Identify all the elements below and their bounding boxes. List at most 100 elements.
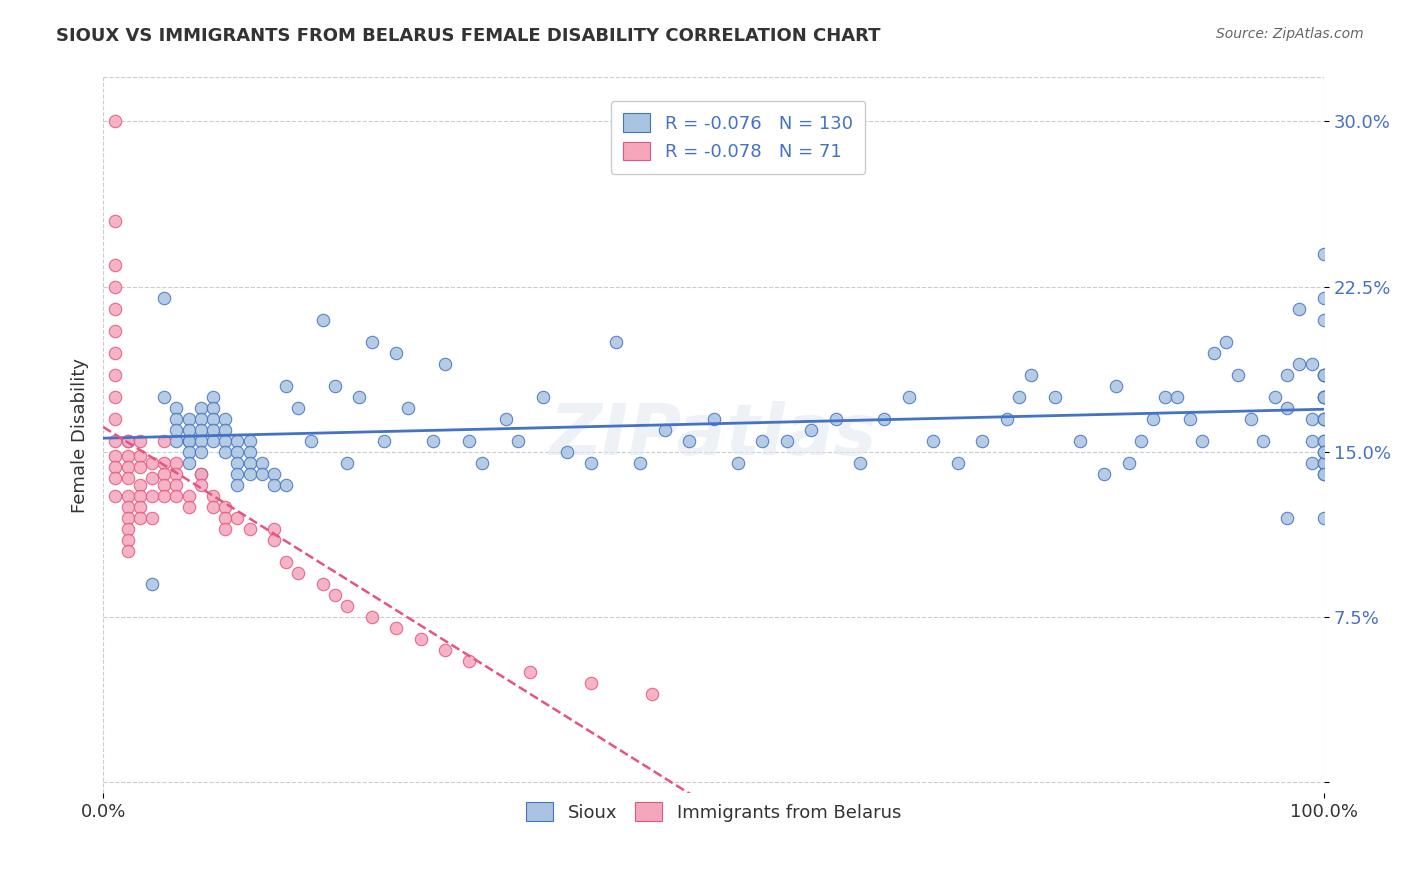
Immigrants from Belarus bbox=[128, 434, 150, 448]
Immigrants from Belarus bbox=[104, 213, 127, 227]
Immigrants from Belarus bbox=[458, 654, 481, 668]
Sioux bbox=[349, 390, 371, 404]
Sioux bbox=[1313, 467, 1336, 481]
Sioux bbox=[678, 434, 700, 448]
Sioux bbox=[263, 467, 285, 481]
Sioux bbox=[190, 423, 212, 437]
Sioux bbox=[226, 445, 249, 459]
Immigrants from Belarus bbox=[104, 114, 127, 128]
Sioux bbox=[1313, 412, 1336, 426]
Sioux bbox=[1215, 334, 1237, 349]
Sioux bbox=[1313, 246, 1336, 260]
Sioux bbox=[1313, 368, 1336, 382]
Sioux bbox=[970, 434, 993, 448]
Sioux bbox=[214, 445, 236, 459]
Immigrants from Belarus bbox=[141, 456, 163, 470]
Sioux bbox=[1313, 390, 1336, 404]
Immigrants from Belarus bbox=[153, 434, 176, 448]
Sioux bbox=[433, 357, 456, 371]
Sioux bbox=[897, 390, 920, 404]
Immigrants from Belarus bbox=[641, 687, 664, 701]
Immigrants from Belarus bbox=[214, 500, 236, 514]
Immigrants from Belarus bbox=[117, 522, 139, 536]
Immigrants from Belarus bbox=[117, 511, 139, 525]
Sioux bbox=[165, 412, 187, 426]
Sioux bbox=[751, 434, 773, 448]
Sioux bbox=[824, 412, 846, 426]
Immigrants from Belarus bbox=[104, 460, 127, 475]
Sioux bbox=[263, 478, 285, 492]
Immigrants from Belarus bbox=[141, 489, 163, 503]
Immigrants from Belarus bbox=[104, 489, 127, 503]
Sioux bbox=[628, 456, 651, 470]
Sioux bbox=[1313, 434, 1336, 448]
Sioux bbox=[495, 412, 517, 426]
Sioux bbox=[177, 456, 200, 470]
Sioux bbox=[1313, 291, 1336, 305]
Immigrants from Belarus bbox=[128, 489, 150, 503]
Sioux bbox=[1277, 511, 1299, 525]
Sioux bbox=[458, 434, 481, 448]
Immigrants from Belarus bbox=[117, 489, 139, 503]
Immigrants from Belarus bbox=[263, 533, 285, 547]
Sioux bbox=[117, 434, 139, 448]
Sioux bbox=[800, 423, 823, 437]
Sioux bbox=[1191, 434, 1213, 448]
Sioux bbox=[201, 423, 224, 437]
Sioux bbox=[1288, 357, 1310, 371]
Immigrants from Belarus bbox=[433, 643, 456, 657]
Y-axis label: Female Disability: Female Disability bbox=[72, 358, 89, 513]
Immigrants from Belarus bbox=[128, 478, 150, 492]
Immigrants from Belarus bbox=[214, 522, 236, 536]
Sioux bbox=[1301, 357, 1323, 371]
Immigrants from Belarus bbox=[190, 467, 212, 481]
Immigrants from Belarus bbox=[165, 467, 187, 481]
Immigrants from Belarus bbox=[165, 456, 187, 470]
Sioux bbox=[190, 412, 212, 426]
Sioux bbox=[531, 390, 554, 404]
Immigrants from Belarus bbox=[141, 471, 163, 485]
Immigrants from Belarus bbox=[409, 632, 432, 647]
Sioux bbox=[1105, 379, 1128, 393]
Sioux bbox=[323, 379, 346, 393]
Immigrants from Belarus bbox=[153, 478, 176, 492]
Sioux bbox=[190, 401, 212, 415]
Sioux bbox=[1277, 401, 1299, 415]
Sioux bbox=[1313, 445, 1336, 459]
Immigrants from Belarus bbox=[519, 665, 541, 680]
Sioux bbox=[177, 412, 200, 426]
Sioux bbox=[1069, 434, 1091, 448]
Sioux bbox=[239, 467, 262, 481]
Sioux bbox=[1019, 368, 1042, 382]
Immigrants from Belarus bbox=[104, 346, 127, 360]
Immigrants from Belarus bbox=[128, 460, 150, 475]
Sioux bbox=[1313, 390, 1336, 404]
Sioux bbox=[1313, 312, 1336, 326]
Immigrants from Belarus bbox=[117, 460, 139, 475]
Sioux bbox=[190, 434, 212, 448]
Sioux bbox=[373, 434, 395, 448]
Sioux bbox=[214, 434, 236, 448]
Sioux bbox=[239, 434, 262, 448]
Immigrants from Belarus bbox=[104, 390, 127, 404]
Sioux bbox=[250, 456, 273, 470]
Immigrants from Belarus bbox=[117, 434, 139, 448]
Sioux bbox=[177, 434, 200, 448]
Text: Source: ZipAtlas.com: Source: ZipAtlas.com bbox=[1216, 27, 1364, 41]
Sioux bbox=[153, 390, 176, 404]
Sioux bbox=[226, 478, 249, 492]
Sioux bbox=[1240, 412, 1263, 426]
Sioux bbox=[177, 423, 200, 437]
Sioux bbox=[727, 456, 749, 470]
Text: SIOUX VS IMMIGRANTS FROM BELARUS FEMALE DISABILITY CORRELATION CHART: SIOUX VS IMMIGRANTS FROM BELARUS FEMALE … bbox=[56, 27, 880, 45]
Immigrants from Belarus bbox=[177, 500, 200, 514]
Sioux bbox=[422, 434, 444, 448]
Immigrants from Belarus bbox=[141, 511, 163, 525]
Sioux bbox=[214, 412, 236, 426]
Sioux bbox=[165, 434, 187, 448]
Immigrants from Belarus bbox=[360, 610, 382, 624]
Sioux bbox=[922, 434, 945, 448]
Sioux bbox=[226, 456, 249, 470]
Sioux bbox=[1202, 346, 1225, 360]
Sioux bbox=[201, 434, 224, 448]
